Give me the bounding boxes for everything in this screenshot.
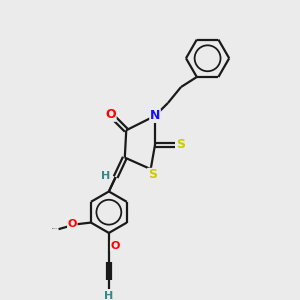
Text: S: S [148, 168, 157, 182]
Text: O: O [105, 108, 116, 121]
Text: O: O [110, 241, 120, 251]
Text: H: H [101, 171, 110, 181]
Text: methoxy: methoxy [52, 228, 58, 229]
Text: S: S [176, 138, 185, 151]
Text: N: N [150, 110, 160, 122]
Text: H: H [104, 291, 113, 300]
Text: O: O [68, 219, 77, 229]
